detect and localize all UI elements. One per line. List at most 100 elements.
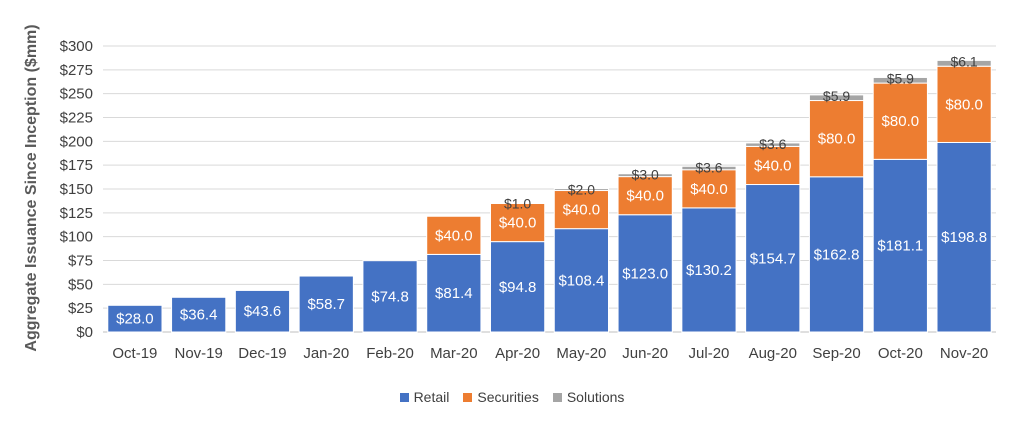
data-label-retail: $94.8 bbox=[499, 279, 537, 296]
bar-solutions bbox=[489, 202, 546, 204]
data-label-retail: $181.1 bbox=[877, 238, 923, 255]
data-label-solutions: $5.9 bbox=[823, 88, 850, 104]
data-label-retail: $36.4 bbox=[180, 307, 218, 324]
bar-retail bbox=[489, 241, 546, 333]
y-tick-label: $100 bbox=[60, 229, 93, 246]
stacked-bar-chart: $0 $25 $50 $75 $100 $125 $150 $175 $200 $225 $250 $… bbox=[23, 24, 996, 362]
bar-retail bbox=[617, 214, 673, 333]
bars bbox=[107, 59, 992, 333]
y-tick-label: $175 bbox=[60, 157, 93, 174]
x-tick-label: Apr-20 bbox=[495, 345, 540, 362]
x-axis-ticks: Oct-19 Nov-19 Dec-19 Jan-20 Feb-20 Mar-20 Apr-… bbox=[112, 345, 988, 362]
data-label-retail: $108.4 bbox=[558, 272, 604, 289]
x-tick-label: Feb-20 bbox=[366, 345, 414, 362]
bar-securities bbox=[681, 169, 737, 209]
legend-label-securities: Securities bbox=[477, 389, 539, 405]
x-tick-label: Sep-20 bbox=[812, 345, 860, 362]
bar-solutions bbox=[681, 165, 737, 171]
x-tick-label: Nov-20 bbox=[940, 345, 988, 362]
bar-retail bbox=[872, 158, 928, 333]
x-tick-label: Oct-20 bbox=[878, 345, 923, 362]
bar-solutions bbox=[872, 76, 928, 84]
data-label-securities: $40.0 bbox=[754, 157, 792, 174]
data-label-retail: $43.6 bbox=[244, 303, 282, 320]
y-tick-label: $150 bbox=[60, 181, 93, 198]
legend-item-solutions: Solutions bbox=[552, 389, 625, 405]
x-tick-label: Mar-20 bbox=[430, 345, 478, 362]
data-label-retail: $123.0 bbox=[622, 265, 668, 282]
legend-item-securities: Securities bbox=[463, 389, 539, 405]
bar-securities bbox=[745, 145, 801, 186]
x-tick-label: May-20 bbox=[556, 345, 606, 362]
y-tick-label: $250 bbox=[60, 86, 93, 103]
bar-solutions bbox=[745, 142, 801, 147]
bar-solutions bbox=[808, 94, 865, 102]
x-tick-label: Jan-20 bbox=[303, 345, 349, 362]
y-tick-label: $275 bbox=[60, 62, 93, 79]
y-tick-label: $225 bbox=[60, 110, 93, 127]
data-labels: $28.0 $36.4 $43.6 $58.7 $74.8 $81.4 $40.0 $94.8… bbox=[116, 53, 987, 327]
bar-solutions bbox=[617, 173, 673, 178]
data-label-securities: $40.0 bbox=[626, 188, 664, 205]
data-label-solutions: $5.9 bbox=[887, 70, 914, 86]
data-label-securities: $80.0 bbox=[882, 113, 920, 130]
data-label-retail: $58.7 bbox=[307, 296, 345, 313]
data-label-solutions: $3.6 bbox=[759, 136, 786, 152]
data-label-retail: $154.7 bbox=[750, 250, 796, 267]
data-label-securities: $40.0 bbox=[563, 202, 601, 219]
bar-securities bbox=[617, 176, 673, 216]
data-label-solutions: $6.1 bbox=[950, 53, 977, 69]
data-label-securities: $80.0 bbox=[945, 96, 983, 113]
data-label-solutions: $3.0 bbox=[632, 167, 659, 183]
bar-securities bbox=[489, 202, 546, 243]
bar-securities bbox=[936, 65, 992, 143]
data-label-securities: $40.0 bbox=[690, 181, 728, 198]
data-label-retail: $74.8 bbox=[371, 288, 409, 305]
data-label-securities: $40.0 bbox=[435, 227, 473, 244]
bar-retail bbox=[298, 275, 354, 333]
data-label-securities: $80.0 bbox=[818, 131, 856, 148]
bar-retail bbox=[553, 228, 610, 333]
legend-label-solutions: Solutions bbox=[566, 389, 625, 405]
x-tick-label: Jun-20 bbox=[622, 345, 668, 362]
bar-retail bbox=[107, 304, 163, 333]
bar-retail bbox=[745, 184, 801, 333]
legend-swatch-securities bbox=[463, 392, 473, 402]
y-tick-label: $75 bbox=[68, 253, 93, 270]
legend-label-retail: Retail bbox=[413, 389, 450, 405]
y-axis-ticks: $0 $25 $50 $75 $100 $125 $150 $175 $200 $225 $250 $… bbox=[60, 38, 93, 341]
data-label-retail: $28.0 bbox=[116, 311, 154, 328]
bar-solutions bbox=[553, 188, 610, 192]
bar-retail bbox=[426, 253, 482, 333]
bar-securities bbox=[553, 190, 610, 230]
y-tick-label: $200 bbox=[60, 133, 93, 150]
bar-retail bbox=[681, 207, 737, 333]
legend-item-retail: Retail bbox=[399, 389, 450, 405]
y-tick-label: $300 bbox=[60, 38, 93, 55]
bar-retail bbox=[234, 289, 291, 333]
bar-securities bbox=[426, 215, 482, 255]
data-label-solutions: $1.0 bbox=[504, 196, 531, 212]
y-tick-label: $25 bbox=[68, 300, 93, 317]
y-tick-label: $50 bbox=[68, 276, 93, 293]
x-tick-label: Dec-19 bbox=[238, 345, 286, 362]
y-axis-label: Aggregate Issuance Since Inception ($mm) bbox=[23, 24, 40, 351]
data-label-solutions: $3.6 bbox=[695, 159, 722, 175]
bar-retail bbox=[362, 260, 418, 333]
x-tick-label: Aug-20 bbox=[749, 345, 797, 362]
y-tick-label: $0 bbox=[76, 324, 93, 341]
bar-retail bbox=[808, 176, 865, 333]
legend: Retail Securities Solutions bbox=[0, 389, 1024, 405]
legend-swatch-retail bbox=[399, 392, 409, 402]
x-tick-label: Nov-19 bbox=[174, 345, 222, 362]
bar-solutions bbox=[936, 59, 992, 67]
data-label-retail: $198.8 bbox=[941, 229, 987, 246]
data-label-solutions: $2.0 bbox=[568, 182, 595, 198]
data-label-securities: $40.0 bbox=[499, 215, 537, 232]
data-label-retail: $162.8 bbox=[814, 246, 860, 263]
y-tick-label: $125 bbox=[60, 205, 93, 222]
x-tick-label: Oct-19 bbox=[112, 345, 157, 362]
data-label-retail: $130.2 bbox=[686, 262, 732, 279]
data-label-retail: $81.4 bbox=[435, 285, 473, 302]
bar-retail bbox=[171, 296, 227, 333]
